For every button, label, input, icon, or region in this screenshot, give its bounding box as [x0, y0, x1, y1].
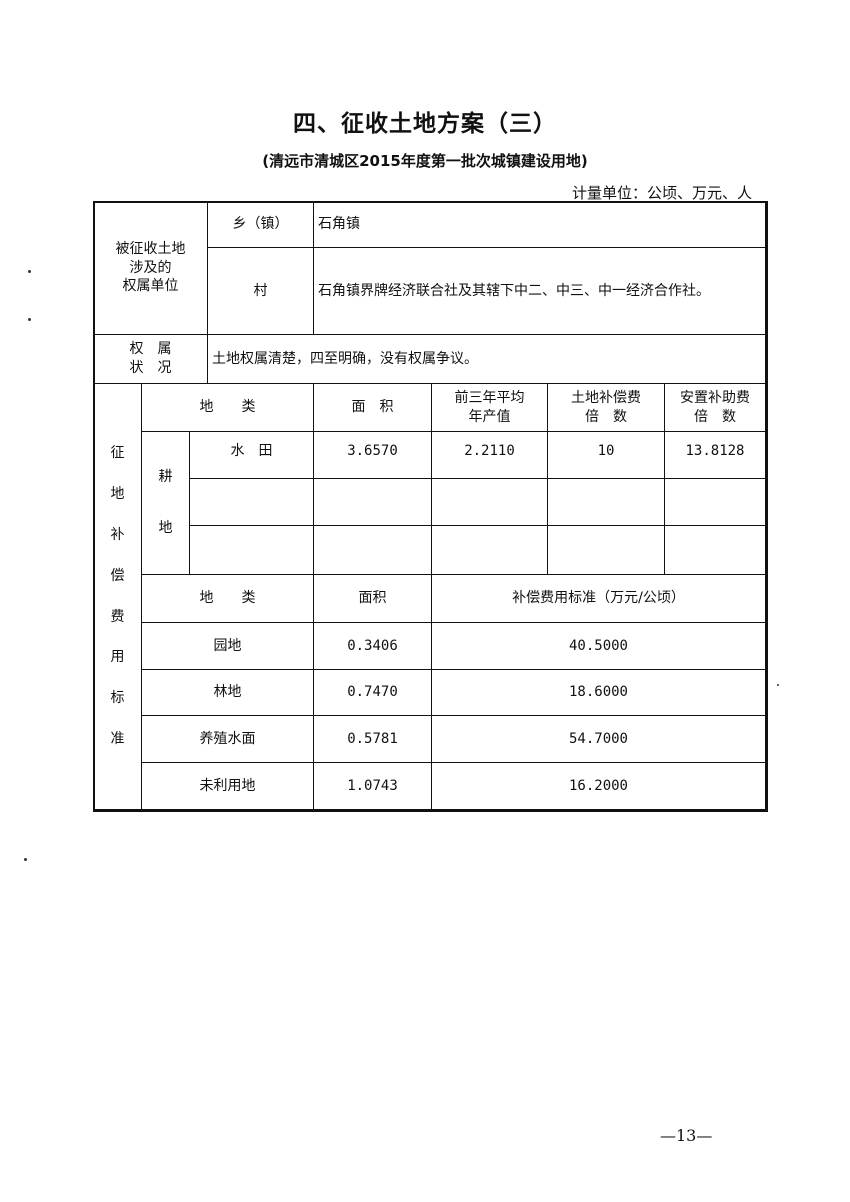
cell-type	[189, 525, 314, 575]
header-line: 倍 数	[694, 408, 736, 425]
page-title: 四、征收土地方案（三）	[293, 111, 557, 137]
cell-area	[313, 525, 432, 575]
cell-area: 0.7470	[313, 669, 432, 716]
cultivated-char: 地	[158, 520, 173, 536]
cell-area	[313, 478, 432, 526]
section-char: 标	[110, 690, 125, 707]
scan-speck	[24, 858, 27, 861]
cell-standard: 40.5000	[431, 622, 766, 670]
cell-land-compensation	[547, 525, 665, 575]
cell-standard: 16.2000	[431, 762, 766, 810]
header-line: 倍 数	[585, 408, 627, 425]
cell-resettlement	[664, 478, 766, 526]
cultivated-label: 耕 地	[141, 431, 190, 575]
cell-resettlement	[664, 525, 766, 575]
header-line: 土地补偿费	[571, 389, 641, 406]
compensation-section-label: 征 地 补 偿 费 用 标 准	[93, 383, 142, 810]
ownership-label-line: 被征收土地	[115, 240, 186, 257]
cell-standard: 54.7000	[431, 715, 766, 763]
page-number: —13—	[660, 1126, 713, 1145]
section-char: 准	[110, 731, 125, 748]
section-char: 补	[110, 526, 125, 543]
page-subtitle: (清远市清城区2015年度第一批次城镇建设用地)	[262, 152, 588, 170]
header-area: 面 积	[313, 383, 432, 432]
cell-land-compensation: 10	[547, 431, 665, 479]
village-label: 村	[207, 247, 314, 335]
town-label: 乡（镇）	[207, 201, 314, 248]
cell-resettlement: 13.8128	[664, 431, 766, 479]
header-line: 前三年平均	[454, 389, 525, 406]
cell-type: 园地	[141, 622, 314, 670]
cell-area: 3.6570	[313, 431, 432, 479]
section-char: 费	[110, 608, 125, 625]
section-char: 偿	[110, 567, 125, 584]
cell-type: 未利用地	[141, 762, 314, 810]
header-line: 安置补助费	[680, 389, 750, 406]
cell-area: 0.3406	[313, 622, 432, 670]
header-line: 年产值	[468, 408, 511, 425]
header-resettlement: 安置补助费 倍 数	[664, 383, 766, 432]
cell-type: 林地	[141, 669, 314, 716]
header-area-2: 面积	[313, 574, 432, 623]
cell-type: 养殖水面	[141, 715, 314, 763]
cell-standard: 18.6000	[431, 669, 766, 716]
cell-avg-output: 2.2110	[431, 431, 548, 479]
section-char: 征	[110, 444, 125, 461]
cell-type: 水 田	[189, 431, 314, 479]
ownership-label: 被征收土地 涉及的 权属单位	[93, 201, 208, 335]
cell-land-compensation	[547, 478, 665, 526]
cell-avg-output	[431, 525, 548, 575]
ownership-label-line: 权属单位	[122, 278, 179, 295]
header-land-type: 地 类	[141, 383, 314, 432]
town-value: 石角镇	[313, 201, 766, 248]
section-char: 用	[110, 649, 125, 666]
scan-speck	[777, 684, 779, 686]
status-label-line: 权 属	[129, 341, 172, 358]
scan-speck	[28, 318, 31, 321]
unit-note: 计量单位：公顷、万元、人	[571, 184, 752, 202]
village-value: 石角镇界牌经济联合社及其辖下中二、中三、中一经济合作社。	[313, 247, 766, 335]
header-avg-output: 前三年平均 年产值	[431, 383, 548, 432]
cultivated-char: 耕	[158, 469, 173, 486]
ownership-label-line: 涉及的	[129, 259, 172, 276]
cell-type	[189, 478, 314, 526]
section-char: 地	[110, 485, 125, 502]
status-label: 权 属 状 况	[93, 334, 208, 384]
scan-speck	[28, 270, 31, 273]
header-land-type-2: 地 类	[141, 574, 314, 623]
cell-avg-output	[431, 478, 548, 526]
cell-area: 0.5781	[313, 715, 432, 763]
header-standard: 补偿费用标准（万元/公顷）	[431, 574, 766, 623]
header-land-compensation: 土地补偿费 倍 数	[547, 383, 665, 432]
cell-area: 1.0743	[313, 762, 432, 810]
status-label-line: 状 况	[129, 360, 172, 376]
status-value: 土地权属清楚，四至明确，没有权属争议。	[207, 334, 766, 384]
